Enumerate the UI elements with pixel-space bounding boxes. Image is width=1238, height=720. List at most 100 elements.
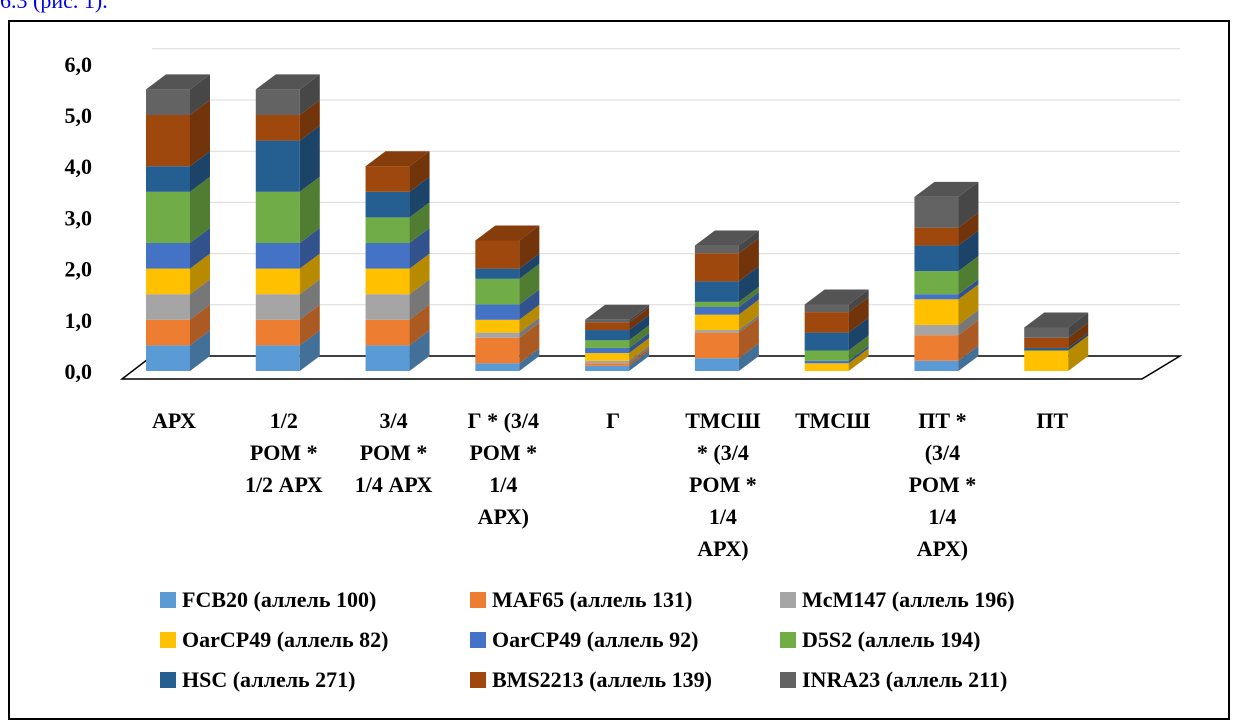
bar-segment <box>694 281 739 302</box>
legend-swatch <box>470 592 486 608</box>
bar-side <box>409 330 430 371</box>
category-label: Г * (3/4 <box>468 408 539 433</box>
header-fragment[interactable]: 6.3 (рис. 1). <box>0 0 108 13</box>
bar-segment <box>694 358 739 371</box>
bar-segment <box>146 166 190 192</box>
bar-side <box>1068 312 1089 338</box>
bar-segment <box>804 363 849 371</box>
legend-swatch <box>470 632 486 648</box>
bar-side <box>299 330 320 371</box>
category-label: 1/4 <box>709 504 737 529</box>
bar-segment <box>146 294 190 320</box>
bar-segment <box>694 253 739 282</box>
bar-segment <box>475 332 520 338</box>
bar-side <box>299 74 320 115</box>
legend-item: HSC (аллель 271) <box>160 664 470 696</box>
y-tick-label: 3,0 <box>65 205 93 230</box>
bar-segment <box>914 324 959 336</box>
legend-item: McM147 (аллель 196) <box>780 584 1160 616</box>
bar-side <box>848 348 869 371</box>
category-label: 1/2 АРХ <box>245 472 323 497</box>
bar-side <box>738 315 759 333</box>
bar-segment <box>365 217 410 243</box>
bar-top <box>585 304 650 320</box>
bar-side <box>519 322 540 364</box>
bar-segment <box>1024 347 1069 351</box>
category-label: 3/4 <box>379 408 407 433</box>
bar-segment <box>694 301 739 307</box>
bar-segment <box>585 360 630 364</box>
bar-side <box>958 284 979 325</box>
y-tick-label: 6,0 <box>65 52 93 77</box>
bar-segment <box>585 340 630 348</box>
bar-side <box>629 315 650 341</box>
legend-item: INRA23 (аллель 211) <box>780 664 1160 696</box>
category-label: 1/4 АРХ <box>355 472 433 497</box>
legend-item: D5S2 (аллель 194) <box>780 624 1160 656</box>
bar-side <box>629 350 650 371</box>
category-label: ТМСШ <box>685 408 760 433</box>
bar-segment <box>146 115 190 167</box>
bar-segment <box>804 312 849 333</box>
legend-label: MAF65 (аллель 131) <box>492 587 693 612</box>
bar-segment <box>914 335 959 361</box>
category-label: * (3/4 <box>697 440 749 465</box>
legend-label: OarCP49 (аллель 82) <box>182 627 389 652</box>
bar-side <box>848 317 869 351</box>
bar-side <box>738 238 759 282</box>
bar-side <box>848 297 869 333</box>
bar-side <box>409 304 430 346</box>
bar-segment <box>585 322 630 331</box>
bar-segment <box>694 314 739 331</box>
category-label: АРХ) <box>478 504 529 529</box>
bar-segment <box>694 245 739 254</box>
bar-segment <box>475 268 520 279</box>
bar-segment <box>255 319 300 346</box>
bar-side <box>409 279 430 320</box>
bar-side <box>629 304 650 323</box>
bar-segment <box>475 319 520 333</box>
bar-side <box>629 332 650 354</box>
category-label: РОМ * <box>909 472 977 497</box>
bar-side <box>519 263 540 305</box>
category-label: 1/2 <box>270 408 298 433</box>
bar-top <box>475 225 540 241</box>
bar-segment <box>255 268 300 295</box>
bar-segment <box>914 245 959 272</box>
bar-segment <box>914 271 959 295</box>
legend-item: MAF65 (аллель 131) <box>470 584 780 616</box>
legend-label: McM147 (аллель 196) <box>802 587 1015 612</box>
bar-segment <box>914 196 959 228</box>
bar-side <box>519 317 540 338</box>
bar-segment <box>804 360 849 364</box>
bar-segment <box>585 330 630 341</box>
bar-segment <box>475 278 520 305</box>
bar-segment <box>914 360 959 371</box>
bar-segment <box>365 243 410 269</box>
bar-side <box>738 292 759 315</box>
bar-side <box>190 253 210 295</box>
category-label: РОМ * <box>689 472 757 497</box>
bar-side <box>190 279 210 320</box>
legend-swatch <box>160 632 176 648</box>
bar-side <box>190 304 210 346</box>
bar-side <box>738 286 759 307</box>
category-label: АРХ) <box>917 536 968 561</box>
bar-segment <box>146 243 190 269</box>
bar-segment <box>255 191 300 243</box>
bar-side <box>958 212 979 246</box>
bar-side <box>190 330 210 371</box>
bar-side <box>958 256 979 295</box>
y-tick-label: 4,0 <box>65 154 93 179</box>
bar-side <box>848 345 869 364</box>
legend-swatch <box>780 632 796 648</box>
bar-side <box>190 151 210 192</box>
chart-legend: FCB20 (аллель 100) MAF65 (аллель 131) McM1… <box>160 584 1160 696</box>
bar-side <box>629 338 650 361</box>
bar-side <box>299 304 320 346</box>
bar-side <box>190 176 210 243</box>
bar-side <box>190 100 210 167</box>
bar-segment <box>146 268 190 295</box>
bar-side <box>409 176 430 218</box>
bar-side <box>409 228 430 269</box>
